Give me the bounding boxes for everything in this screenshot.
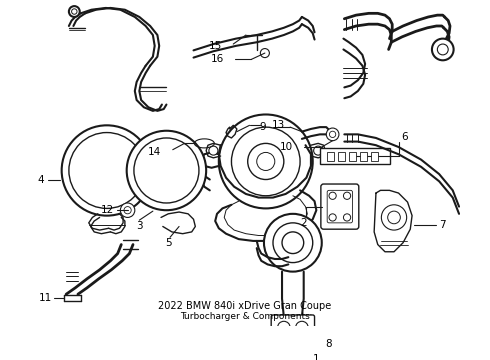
Text: 2022 BMW 840i xDrive Gran Coupe: 2022 BMW 840i xDrive Gran Coupe: [158, 301, 332, 311]
Text: 12: 12: [101, 205, 114, 215]
Circle shape: [72, 9, 77, 14]
Text: 5: 5: [165, 238, 172, 248]
Bar: [320, 148, 391, 164]
Circle shape: [134, 138, 199, 203]
Circle shape: [388, 211, 400, 224]
Circle shape: [69, 132, 145, 208]
Circle shape: [295, 321, 308, 334]
Circle shape: [124, 207, 131, 214]
Circle shape: [277, 321, 290, 334]
FancyBboxPatch shape: [321, 184, 359, 229]
Text: 16: 16: [211, 54, 224, 64]
Circle shape: [329, 214, 336, 221]
Circle shape: [329, 192, 336, 199]
Bar: [349, 152, 356, 161]
Text: Turbocharger & Components: Turbocharger & Components: [180, 312, 310, 321]
Text: 3: 3: [136, 221, 143, 231]
Circle shape: [264, 214, 322, 272]
Circle shape: [326, 128, 339, 141]
Circle shape: [432, 39, 454, 60]
Circle shape: [69, 6, 80, 17]
Circle shape: [273, 223, 313, 262]
Circle shape: [62, 125, 152, 216]
Circle shape: [248, 143, 284, 180]
FancyBboxPatch shape: [327, 190, 352, 223]
Circle shape: [219, 114, 313, 208]
Circle shape: [343, 192, 351, 199]
Bar: [338, 152, 345, 161]
Circle shape: [209, 146, 218, 155]
Text: 13: 13: [272, 120, 285, 130]
Bar: [327, 152, 334, 161]
Circle shape: [381, 205, 407, 230]
Text: 10: 10: [280, 142, 293, 152]
Text: 4: 4: [37, 175, 44, 185]
Text: 14: 14: [148, 147, 161, 157]
Text: 15: 15: [209, 41, 222, 51]
Circle shape: [231, 127, 300, 196]
Circle shape: [329, 131, 336, 138]
Text: 6: 6: [401, 132, 408, 142]
Circle shape: [343, 214, 351, 221]
Circle shape: [257, 152, 275, 171]
Text: 11: 11: [39, 293, 52, 303]
Circle shape: [438, 44, 448, 55]
Text: 2: 2: [300, 218, 307, 228]
Text: 8: 8: [326, 339, 332, 349]
Circle shape: [260, 49, 270, 58]
Circle shape: [282, 232, 304, 253]
Text: 9: 9: [259, 122, 266, 132]
Bar: [360, 152, 367, 161]
Bar: [370, 152, 378, 161]
Circle shape: [121, 203, 135, 217]
FancyBboxPatch shape: [271, 315, 315, 340]
Circle shape: [314, 146, 323, 155]
Text: 7: 7: [439, 220, 446, 230]
Circle shape: [127, 131, 206, 210]
Text: 1: 1: [313, 354, 319, 360]
